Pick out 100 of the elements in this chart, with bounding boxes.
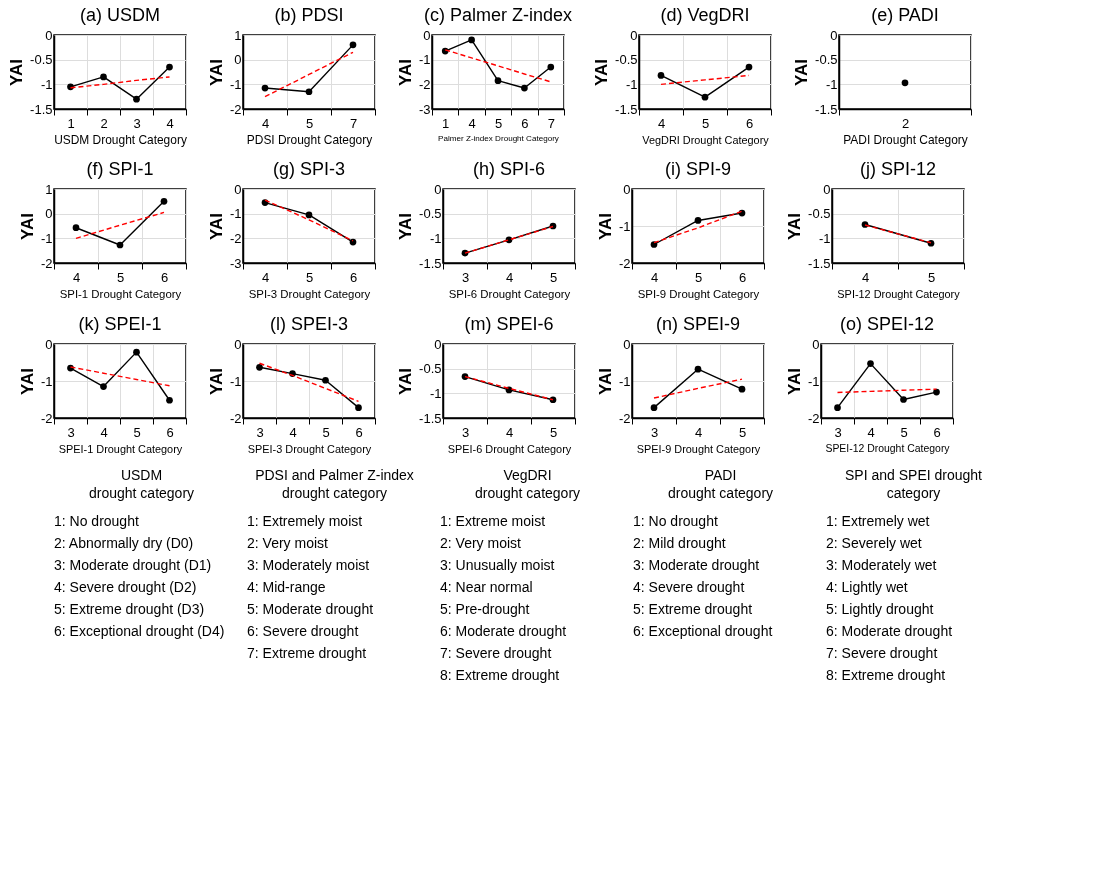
x-axis-title: SPI-12 Drought Category: [837, 287, 961, 300]
x-axis-title: VegDRI Drought Category: [642, 133, 770, 146]
chart-title: (e) PADI: [871, 5, 939, 25]
point: [160, 197, 168, 205]
point: [933, 388, 940, 396]
y-tick-label: -1.5: [419, 410, 442, 426]
y-tick-label: -1: [229, 76, 242, 92]
y-axis-title: YAI: [17, 368, 37, 395]
x-tick-label: 4: [261, 115, 270, 131]
text: 5: Moderate drought: [247, 601, 374, 617]
y-axis-title: YAI: [206, 368, 226, 395]
chart-title: (m) SPEI-6: [464, 314, 554, 334]
y-tick-label: -0.5: [808, 206, 831, 222]
y-axis-title: YAI: [396, 213, 416, 240]
point: [650, 241, 658, 248]
x-axis-title: USDM Drought Category: [54, 132, 187, 147]
text: 5: Extreme drought (D3): [54, 601, 205, 617]
point: [650, 404, 658, 411]
point: [867, 360, 874, 367]
chart-title: (j) SPI-12: [859, 159, 937, 179]
x-tick-label: 3: [133, 115, 141, 131]
y-tick-label: -1: [825, 76, 838, 92]
y-tick-label: -0.5: [615, 52, 638, 68]
x-axis-title: PADI Drought Category: [843, 132, 968, 147]
y-tick-label: 0: [434, 181, 442, 197]
text: 3: Unusually moist: [440, 557, 555, 573]
chart-title: (k) SPEI-1: [78, 314, 162, 334]
x-tick-label: 4: [100, 424, 108, 440]
x-tick-label: 4: [694, 424, 703, 440]
x-tick-label: 4: [657, 115, 666, 131]
x-axis-title: SPI-9 Drought Category: [637, 287, 760, 300]
x-tick-label: 3: [650, 424, 659, 440]
x-axis-title: SPI-6 Drought Category: [448, 287, 571, 300]
x-axis-title: SPEI-12 Drought Category: [825, 442, 951, 454]
x-tick-label: 6: [933, 424, 941, 440]
y-tick-label: 0: [234, 181, 242, 197]
chart-title: (o) SPEI-12: [839, 314, 935, 334]
y-tick-label: 1: [45, 181, 53, 197]
y-tick-label: -3: [229, 255, 242, 271]
y-tick-label: 0: [830, 27, 838, 43]
x-axis-title: PDSI Drought Category: [246, 132, 373, 147]
y-tick-label: -0.5: [419, 361, 442, 377]
point: [166, 63, 173, 71]
point: [834, 404, 841, 411]
x-tick-label: 5: [549, 269, 558, 285]
x-tick-label: 4: [867, 424, 875, 440]
point: [72, 224, 80, 232]
chart-title: (b) PDSI: [274, 5, 344, 25]
point: [547, 63, 555, 71]
x-axis-title: Palmer Z-index Drought Category: [438, 133, 560, 143]
y-tick-label: -2: [40, 410, 53, 426]
y-tick-label: 0: [623, 181, 631, 197]
x-axis-title: SPEI-9 Drought Category: [636, 442, 761, 455]
text: 7: Severe drought: [440, 645, 552, 661]
chart-title: (c) Palmer Z-index: [423, 5, 573, 25]
y-tick-label: -1: [40, 230, 53, 246]
text: 7: Severe drought: [826, 645, 938, 661]
y-tick-label: -1: [429, 385, 442, 401]
x-tick-label: 4: [505, 269, 514, 285]
y-tick-label: -1: [618, 218, 631, 234]
y-axis-title: YAI: [592, 59, 612, 86]
x-tick-label: 3: [461, 269, 470, 285]
x-tick-label: 3: [461, 424, 470, 440]
y-tick-label: -1: [229, 206, 242, 222]
x-axis-title: SPI-1 Drought Category: [59, 287, 182, 300]
chart-title: (d) VegDRI: [660, 5, 750, 25]
line-series: [69, 76, 171, 89]
y-tick-label: 0: [630, 27, 638, 43]
x-tick-label: 6: [160, 269, 169, 285]
point: [521, 84, 528, 92]
y-tick-label: -1: [229, 373, 242, 389]
x-tick-label: 5: [701, 115, 710, 131]
y-tick-label: 1: [234, 27, 242, 43]
y-tick-label: 0: [423, 27, 431, 43]
y-tick-label: -3: [418, 101, 431, 117]
text: 1: No drought: [633, 513, 718, 529]
point: [657, 72, 665, 79]
x-tick-label: 5: [494, 115, 503, 131]
point: [349, 238, 357, 246]
text: 6: Severe drought: [247, 623, 359, 639]
x-tick-label: 6: [349, 269, 358, 285]
point: [355, 404, 362, 411]
y-tick-label: -2: [229, 410, 242, 426]
x-tick-label: 5: [900, 424, 908, 440]
point: [468, 36, 475, 44]
x-tick-label: 3: [67, 424, 75, 440]
text: 6: Exceptional drought (D4): [54, 623, 225, 639]
text: 4: Severe drought: [633, 579, 745, 595]
x-tick-label: 5: [738, 424, 747, 440]
chart-title: (g) SPI-3: [272, 159, 346, 179]
chart-title: (n) SPEI-9: [655, 314, 741, 334]
text: 1: Extremely wet: [826, 513, 930, 529]
y-tick-label: -2: [807, 410, 820, 426]
point: [133, 348, 140, 356]
x-tick-label: 5: [927, 269, 936, 285]
x-tick-label: 3: [256, 424, 264, 440]
point: [738, 385, 746, 393]
y-tick-label: -1.5: [808, 255, 831, 271]
x-tick-label: 4: [261, 269, 270, 285]
y-tick-label: -1: [807, 373, 820, 389]
